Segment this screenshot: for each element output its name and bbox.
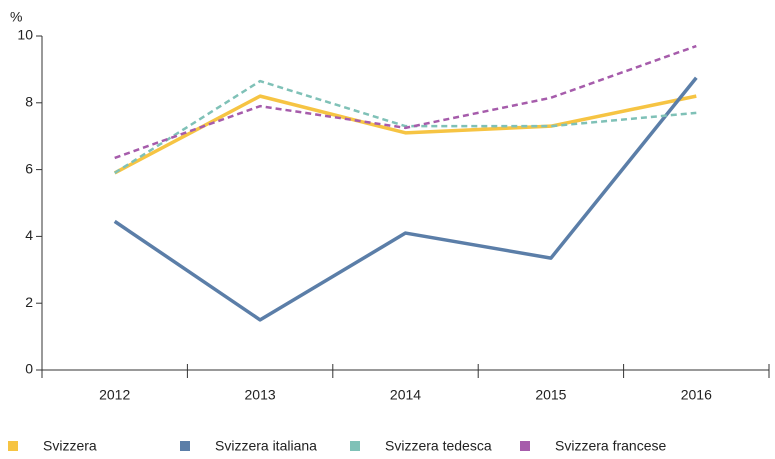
- x-tick-label: 2012: [99, 387, 130, 403]
- y-tick-label: 6: [25, 160, 33, 176]
- y-tick-label: 0: [25, 361, 33, 377]
- legend-swatch: [520, 441, 530, 451]
- x-tick-label: 2014: [390, 387, 421, 403]
- line-series: [114, 44, 697, 160]
- y-tick-label: 4: [25, 227, 33, 243]
- legend-label: Svizzera italiana: [215, 438, 317, 454]
- x-tick-label: 2015: [535, 387, 566, 403]
- x-tick-label: 2016: [681, 387, 712, 403]
- y-tick-label: 10: [17, 27, 33, 43]
- legend-swatch: [350, 441, 360, 451]
- line-series: [113, 76, 698, 322]
- legend-label: Svizzera francese: [555, 438, 666, 454]
- legend-label: Svizzera tedesca: [385, 438, 492, 454]
- legend-swatch: [8, 441, 18, 451]
- y-tick-label: 8: [25, 94, 33, 110]
- legend-swatch: [180, 441, 190, 451]
- y-tick-label: 2: [25, 294, 33, 310]
- y-axis-label: %: [10, 9, 22, 25]
- line-series: [113, 94, 697, 175]
- legend-label: Svizzera: [43, 438, 97, 454]
- x-tick-label: 2013: [245, 387, 276, 403]
- line-series: [114, 79, 697, 174]
